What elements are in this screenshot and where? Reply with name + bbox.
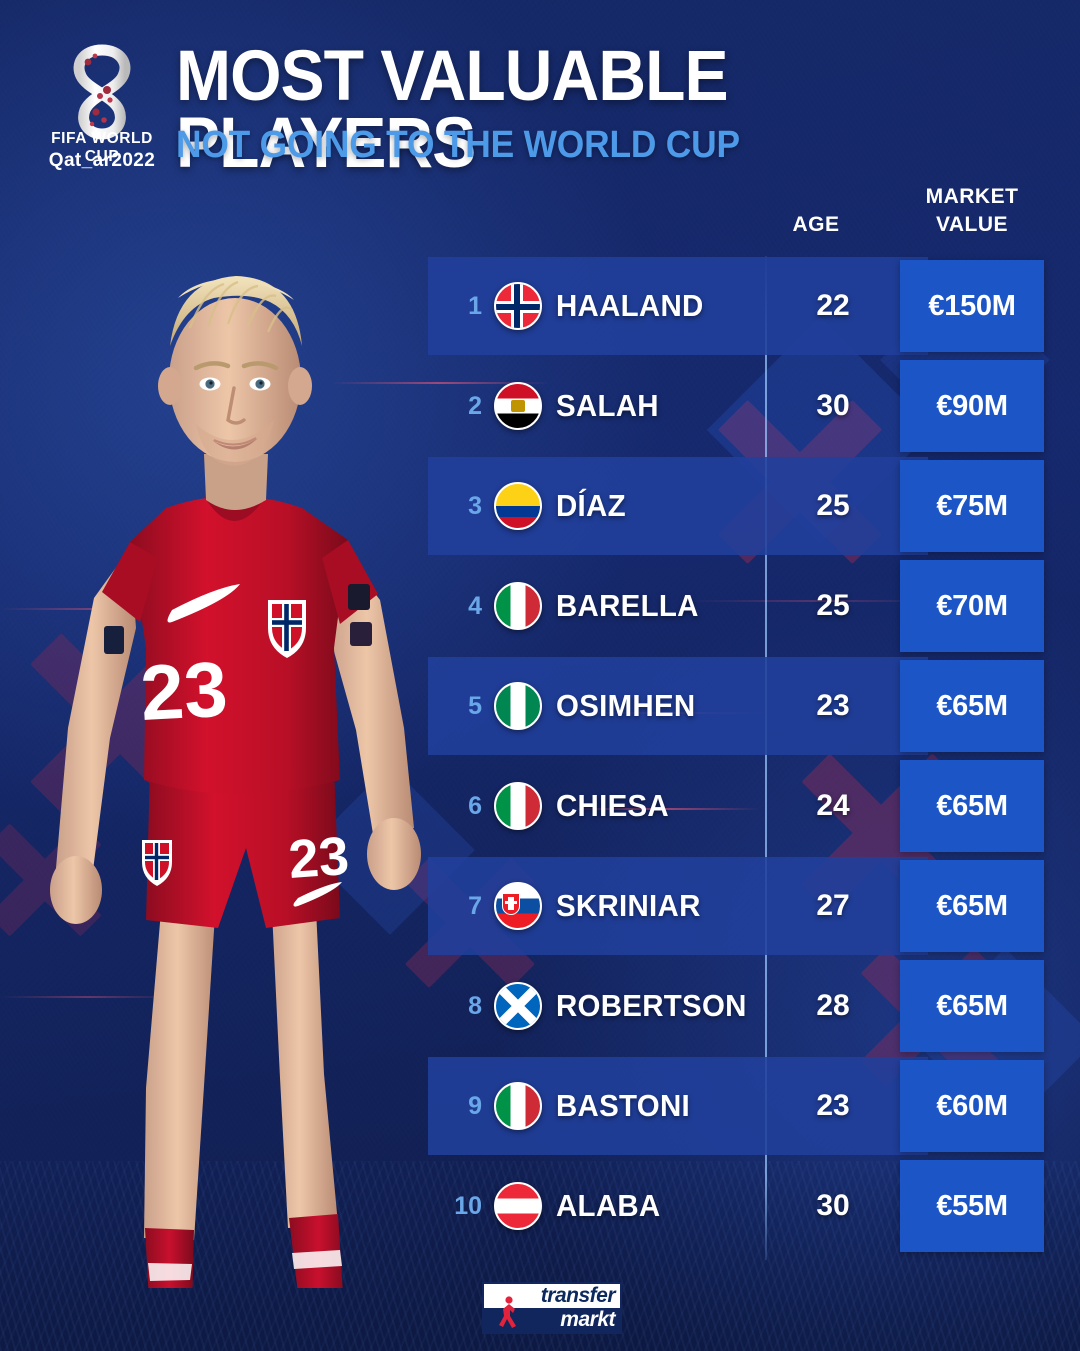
row-market-value: €90M xyxy=(900,360,1044,452)
row-market-value: €65M xyxy=(900,960,1044,1052)
row-rank: 9 xyxy=(468,1091,482,1120)
row-rank: 4 xyxy=(468,591,482,620)
table-row[interactable]: 3 DÍAZ 25 €75M xyxy=(428,456,1044,556)
row-player-name: BASTONI xyxy=(556,1088,690,1123)
flag-nigeria xyxy=(494,682,542,730)
flag-scotland xyxy=(494,982,542,1030)
row-age: 24 xyxy=(816,789,850,822)
streak-line xyxy=(690,600,940,602)
header: FIFA WORLD CUP Qat_ar2022 MOST VALUABLE … xyxy=(0,0,1080,200)
flag-norway xyxy=(494,282,542,330)
row-market-value: €75M xyxy=(900,460,1044,552)
transfermarkt-logo[interactable]: transfer markt xyxy=(482,1282,622,1334)
row-player-name: ALABA xyxy=(556,1188,661,1223)
row-player-name: SKRINIAR xyxy=(556,888,701,923)
flag-italy xyxy=(494,1082,542,1130)
transfermarkt-logo-top: transfer xyxy=(540,1284,616,1307)
row-market-value: €150M xyxy=(900,260,1044,352)
row-rank: 10 xyxy=(454,1191,482,1220)
page-title: MOST VALUABLE PLAYERS xyxy=(176,37,729,183)
row-rank: 6 xyxy=(468,791,482,820)
transfermarkt-player-icon xyxy=(499,1296,516,1328)
row-rank: 2 xyxy=(468,391,482,420)
qatar-2022-loop-icon xyxy=(73,44,131,140)
column-header-age: AGE xyxy=(792,213,840,236)
row-market-value: €65M xyxy=(900,660,1044,752)
flag-italy xyxy=(494,782,542,830)
row-market-value: €55M xyxy=(900,1160,1044,1252)
row-age: 25 xyxy=(816,589,850,622)
row-player-name: ROBERTSON xyxy=(556,988,747,1023)
row-player-name: OSIMHEN xyxy=(556,688,696,723)
row-market-value: €65M xyxy=(900,860,1044,952)
table-row[interactable]: 7 SKRINIAR 27 €65M xyxy=(428,856,1044,956)
row-age: 27 xyxy=(816,889,850,922)
row-age: 30 xyxy=(816,389,850,422)
table-row[interactable]: 4 BARELLA 25 €70M xyxy=(428,556,1044,656)
row-age: 30 xyxy=(816,1189,850,1222)
row-rank: 8 xyxy=(468,991,482,1020)
column-header-market-value-line1: MARKET xyxy=(925,185,1019,208)
column-header-market-value: MARKET VALUE xyxy=(900,183,1044,238)
row-rank: 5 xyxy=(468,691,482,720)
row-market-value: €60M xyxy=(900,1060,1044,1152)
row-market-value: €70M xyxy=(900,560,1044,652)
table-row[interactable]: 6 CHIESA 24 €65M xyxy=(428,756,1044,856)
table-column-divider xyxy=(765,256,767,1260)
flag-slovakia xyxy=(494,882,542,930)
svg-text:23: 23 xyxy=(138,645,229,737)
row-rank: 1 xyxy=(468,291,482,320)
row-player-name: BARELLA xyxy=(556,588,699,623)
flag-austria xyxy=(494,1182,542,1230)
streak-line xyxy=(330,382,550,384)
players-table: 1 HAALAND 22 €150M 2 SALAH 30 €90M 3 DÍAZ 25 €75M 4 B… xyxy=(428,256,1044,1260)
fifa-world-cup-qatar-2022-logo: FIFA WORLD CUP Qat_ar2022 xyxy=(38,42,166,174)
row-player-name: SALAH xyxy=(556,388,659,423)
column-header-market-value-line2: VALUE xyxy=(935,212,1009,236)
flag-italy xyxy=(494,582,542,630)
fifa-logo-line-2: Qat_ar2022 xyxy=(48,150,156,171)
svg-text:23: 23 xyxy=(287,826,351,890)
row-market-value: €65M xyxy=(900,760,1044,852)
row-player-name: CHIESA xyxy=(556,788,669,823)
table-row[interactable]: 9 BASTONI 23 €60M xyxy=(428,1056,1044,1156)
row-age: 23 xyxy=(816,1089,850,1122)
table-row[interactable]: 2 SALAH 30 €90M xyxy=(428,356,1044,456)
row-player-name: DÍAZ xyxy=(556,488,626,523)
fifa-logo-line-1: FIFA WORLD CUP xyxy=(51,130,153,165)
table-row[interactable]: 5 OSIMHEN 23 €65M xyxy=(428,656,1044,756)
row-rank: 7 xyxy=(468,891,482,920)
streak-line xyxy=(0,996,175,998)
player-photo-haaland: 23 23 xyxy=(18,228,448,1351)
table-row[interactable]: 8 ROBERTSON 28 €65M xyxy=(428,956,1044,1056)
streak-line xyxy=(570,808,760,810)
table-row[interactable]: 1 HAALAND 22 €150M xyxy=(428,256,1044,356)
row-rank: 3 xyxy=(468,491,482,520)
page-subtitle: NOT GOING TO THE WORLD CUP xyxy=(176,124,740,166)
row-age: 28 xyxy=(816,989,850,1022)
flag-colombia xyxy=(494,482,542,530)
row-age: 23 xyxy=(816,689,850,722)
row-age: 22 xyxy=(816,289,850,322)
flag-egypt xyxy=(494,382,542,430)
table-row[interactable]: 10 ALABA 30 €55M xyxy=(428,1156,1044,1256)
row-age: 25 xyxy=(816,489,850,522)
row-player-name: HAALAND xyxy=(556,288,704,323)
